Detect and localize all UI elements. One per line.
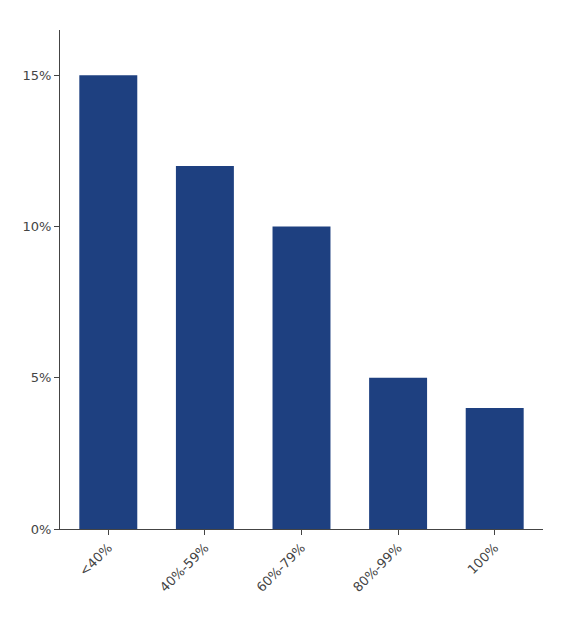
svg-text:5%: 5% bbox=[31, 370, 52, 385]
svg-text:40%-59%: 40%-59% bbox=[157, 540, 212, 595]
svg-text:60%-79%: 60%-79% bbox=[253, 540, 308, 595]
svg-text:15%: 15% bbox=[22, 68, 51, 83]
svg-text:<40%: <40% bbox=[76, 540, 115, 579]
svg-text:10%: 10% bbox=[22, 219, 51, 234]
svg-text:80%-99%: 80%-99% bbox=[350, 540, 405, 595]
svg-text:100%: 100% bbox=[465, 540, 502, 577]
svg-text:0%: 0% bbox=[31, 522, 52, 537]
